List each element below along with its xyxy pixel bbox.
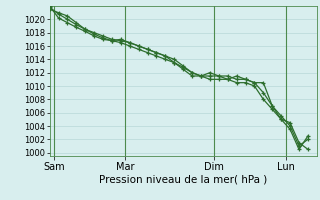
X-axis label: Pression niveau de la mer( hPa ): Pression niveau de la mer( hPa ) xyxy=(99,174,267,184)
